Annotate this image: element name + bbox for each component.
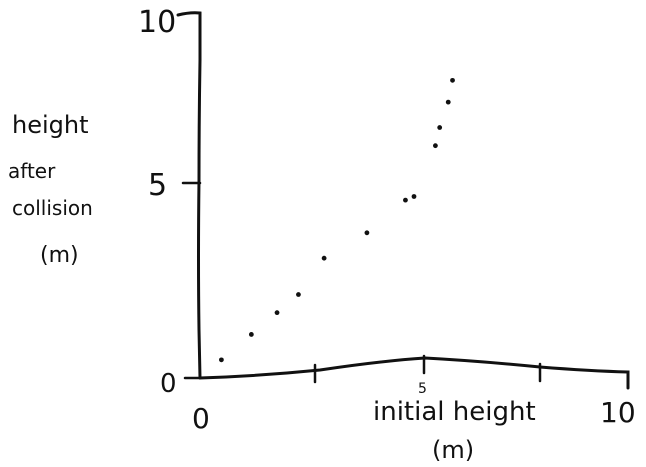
data-point-2 — [274, 310, 280, 316]
y-axis — [176, 11, 202, 380]
data-point-11 — [450, 77, 455, 83]
y-tick-label-10: 10 — [138, 5, 176, 40]
data-point-9 — [437, 125, 443, 130]
data-point-5 — [364, 230, 370, 236]
data-point-4 — [321, 255, 327, 261]
x-axis-label-line-2: (m) — [432, 436, 474, 464]
y-axis-label-line-3: collision — [12, 196, 93, 220]
x-tick-label-0: 0 — [192, 402, 210, 435]
x-axis-label-line-1: initial height — [373, 397, 536, 427]
x-tick-label-5: 5 — [418, 381, 427, 397]
data-point-7 — [411, 194, 417, 199]
data-point-10 — [445, 99, 451, 105]
data-point-3 — [296, 292, 301, 297]
data-point-1 — [248, 332, 254, 337]
y-axis-label-line-2: after — [8, 159, 56, 183]
y-axis-label-line-1: height — [12, 111, 89, 139]
y-tick-label-5: 5 — [148, 168, 167, 203]
data-points — [219, 77, 455, 363]
data-point-8 — [433, 143, 438, 149]
x-axis — [198, 356, 630, 390]
y-axis-label-line-4: (m) — [40, 243, 79, 268]
x-tick-label-10: 10 — [600, 396, 636, 429]
y-tick-label-0: 0 — [160, 369, 177, 399]
data-point-0 — [219, 357, 224, 363]
data-point-6 — [403, 197, 408, 203]
